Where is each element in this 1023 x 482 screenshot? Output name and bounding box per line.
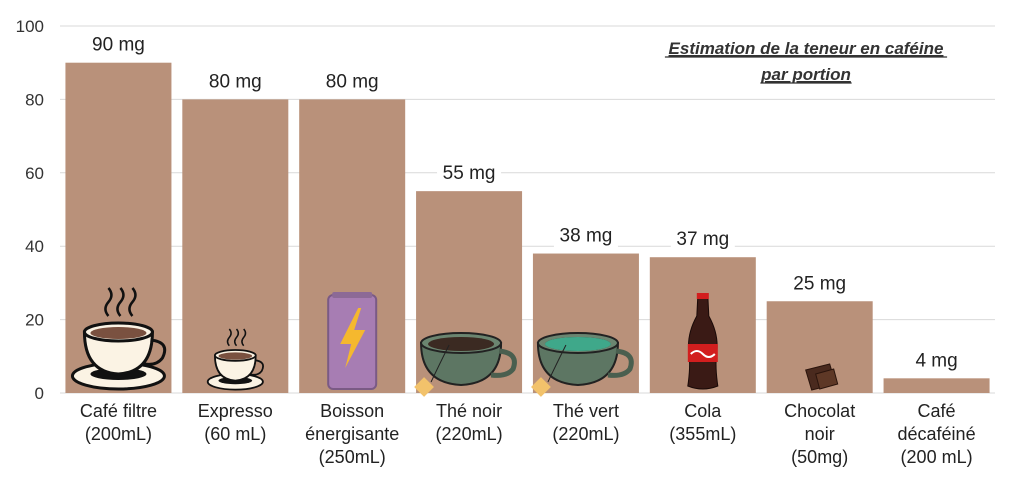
category-label: Boisson énergisante (250mL) (305, 401, 399, 467)
y-tick-label: 40 (25, 237, 44, 256)
chart-title-line: Estimation de la teneur en caféine (669, 39, 944, 58)
category-label-line: Café (918, 401, 956, 421)
category-label: Expresso (60 mL) (198, 401, 273, 444)
bar (883, 378, 990, 393)
y-tick-label: 80 (25, 90, 44, 109)
category-label-line: (250mL) (319, 447, 386, 467)
value-label: 38 mg (560, 226, 613, 247)
cola-bottle-icon (687, 293, 719, 390)
category-label-line: (220mL) (552, 424, 619, 444)
category-label: Chocolat noir (50mg) (784, 401, 855, 467)
category-label: Café décaféiné (200 mL) (898, 401, 976, 467)
black-tea-cup-icon (414, 333, 514, 397)
category-label-line: (220mL) (436, 424, 503, 444)
bar-group: 55 mg Thé noir (220mL) (414, 161, 523, 444)
bar-group: 4 mg Café décaféiné (200 mL) (883, 348, 990, 467)
value-label: 25 mg (793, 273, 846, 294)
y-tick-label: 20 (25, 311, 44, 330)
bar-group: 80 mg Boisson énergisante (250mL) (299, 69, 406, 467)
value-label-background (909, 348, 964, 373)
category-label-line: Café filtre (80, 401, 157, 421)
value-label: 80 mg (326, 71, 379, 92)
bar-group: 90 mg Café filtre (200mL) (65, 32, 172, 444)
category-label-line: Thé vert (553, 401, 619, 421)
chart-title: Estimation de la teneur en caféine par po… (664, 39, 948, 84)
value-label-background (553, 223, 618, 248)
value-label-background (86, 32, 151, 57)
category-label-line: (50mg) (791, 447, 848, 467)
bar-group: 25 mg Chocolat noir (50mg) (766, 271, 873, 467)
category-label-line: (355mL) (669, 424, 736, 444)
green-tea-cup-icon (531, 333, 631, 397)
y-tick-label: 100 (16, 17, 44, 36)
bar (182, 99, 289, 394)
category-label-line: noir (805, 424, 835, 444)
category-label: Thé vert (220mL) (552, 401, 619, 444)
value-label: 4 mg (915, 350, 957, 371)
value-label-background (670, 227, 735, 252)
value-label: 37 mg (676, 229, 729, 250)
energy-drink-can-icon (327, 292, 378, 390)
category-label-line: Cola (684, 401, 722, 421)
value-label: 80 mg (209, 71, 262, 92)
y-tick-label: 0 (35, 384, 44, 403)
category-label-line: (60 mL) (204, 424, 266, 444)
bar-group: 38 mg Thé vert (220mL) (531, 223, 639, 444)
category-label-line: énergisante (305, 424, 399, 444)
category-label: Cola (355mL) (669, 401, 736, 444)
value-label-background (203, 69, 268, 94)
value-label-background (787, 271, 852, 296)
dark-chocolate-icon (805, 363, 839, 391)
category-label-line: (200mL) (85, 424, 152, 444)
value-label-background (320, 69, 385, 94)
category-label-line: Thé noir (436, 401, 502, 421)
value-label-background (437, 161, 502, 186)
bar-group: 80 mg Expresso (60 mL) (182, 69, 289, 444)
category-label-line: Chocolat (784, 401, 855, 421)
category-label-line: (200 mL) (901, 447, 973, 467)
value-label: 55 mg (443, 163, 496, 184)
category-label: Café filtre (200mL) (80, 401, 157, 444)
bar-group: 37 mg Cola (355mL) (649, 227, 756, 444)
category-label-line: Boisson (320, 401, 384, 421)
category-label-line: Expresso (198, 401, 273, 421)
category-label: Thé noir (220mL) (436, 401, 503, 444)
category-label-line: décaféiné (898, 424, 976, 444)
value-label: 90 mg (92, 35, 145, 56)
y-tick-label: 60 (25, 164, 44, 183)
chart-title-line: par portion (760, 65, 851, 84)
